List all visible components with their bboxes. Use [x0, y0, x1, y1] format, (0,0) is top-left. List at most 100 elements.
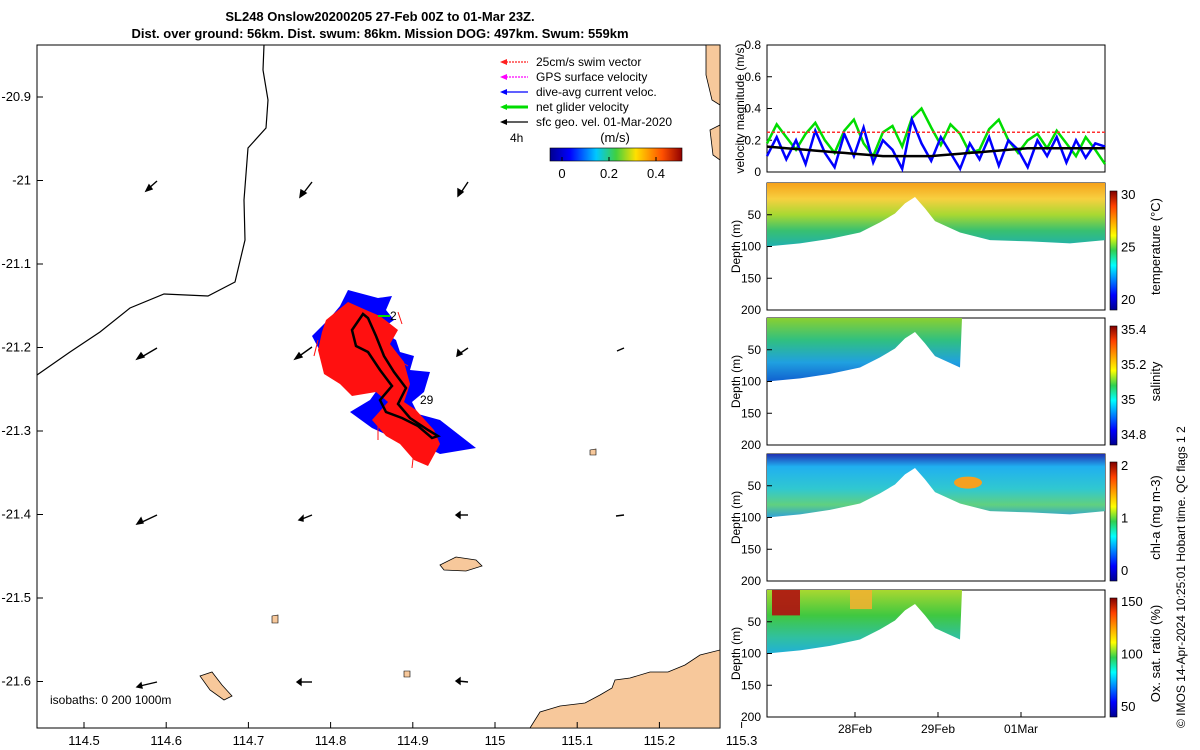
section-y-tick-label: 100: [741, 511, 761, 525]
map-x-tick-label: 114.7: [233, 733, 265, 748]
colorbar-label: temperature (°C): [1148, 198, 1163, 295]
legend-label: 25cm/s swim vector: [536, 55, 641, 69]
section-y-tick-label: 150: [741, 542, 761, 556]
map-x-tick-label: 115.2: [644, 733, 676, 748]
map-x-tick-label: 114.8: [315, 733, 347, 748]
section-y-label: Depth (m): [729, 627, 743, 680]
section-colorbar: [1109, 190, 1118, 311]
section-y-tick-label: 150: [741, 271, 761, 285]
title-line-2: Dist. over ground: 56km. Dist. swum: 86k…: [131, 26, 629, 41]
section-panel: 50 100 150 200 Depth (m) 20 25 30 temperature (°…: [729, 182, 1163, 317]
map-colorbar-ticks: 0 0.2 0.4: [558, 157, 665, 181]
island-center: [439, 556, 483, 572]
time-step-label: 4h: [510, 131, 523, 145]
map-colorbar-tick-label: 0: [558, 166, 565, 181]
map-y-tick-label: -21: [12, 173, 31, 188]
map-colorbar: [549, 147, 683, 162]
legend-label: dive-avg current veloc.: [536, 85, 657, 99]
footer-credit: © IMOS 14-Apr-2024 10:25:01 Hobart time.…: [1174, 426, 1188, 728]
colorbar-tick-label: 35.4: [1121, 322, 1146, 337]
section-y-label: Depth (m): [729, 491, 743, 544]
section-y-tick-label: 50: [748, 479, 762, 493]
section-data-field: [767, 454, 1105, 518]
sfc-geo-velocity-arrows: [135, 180, 625, 689]
swim-vector-spikes: [313, 311, 415, 469]
map-colorbar-tick-label: 0.4: [647, 166, 665, 181]
map-x-axis: 114.5 114.6 114.7 114.8 114.9 115 115.1 115.2 11…: [68, 722, 757, 748]
velocity-y-tick-label: 0: [754, 165, 761, 179]
coastline: [37, 45, 269, 376]
island-sw: [199, 671, 233, 701]
colorbar-tick-label: 20: [1121, 292, 1135, 307]
colorbar-tick-label: 150: [1121, 594, 1143, 609]
velocity-y-tick-label: 0.6: [744, 70, 761, 84]
colorbar-label: salinity: [1148, 361, 1163, 401]
section-y-tick-label: 100: [741, 375, 761, 389]
section-y-tick-label: 50: [748, 208, 762, 222]
section-y-tick-label: 50: [748, 343, 762, 357]
section-y-tick-label: 100: [741, 647, 761, 661]
section-colorbar: [1109, 461, 1118, 582]
title-line-1: SL248 Onslow20200205 27-Feb 00Z to 01-Ma…: [225, 9, 535, 24]
velocity-y-tick-label: 0.8: [744, 38, 761, 52]
figure-title: SL248 Onslow20200205 27-Feb 00Z to 01-Ma…: [20, 8, 740, 42]
section-x-tick-label: 28Feb: [838, 722, 872, 736]
map-colorbar-tick-label: 0.2: [600, 166, 618, 181]
velocity-y-tick-label: 0.2: [744, 133, 761, 147]
legend-arrowhead: [500, 59, 507, 65]
legend-label: GPS surface velocity: [536, 70, 647, 84]
section-y-tick-label: 200: [741, 574, 761, 588]
section-y-tick-label: 100: [741, 240, 761, 254]
colorbar-tick-label: 2: [1121, 458, 1128, 473]
colorbar-tick-label: 30: [1121, 187, 1135, 202]
map-y-tick-label: -21.1: [1, 256, 31, 271]
velocity-series-line: [766, 145, 1105, 158]
section-data-field: [767, 318, 962, 382]
glider-track-map: 2 29 isobaths: 0 200 1000m 114.5 114.6 114…: [1, 44, 757, 748]
colorbar-tick-label: 34.8: [1121, 427, 1146, 442]
section-x-tick-label: 01Mar: [1004, 722, 1038, 736]
map-y-tick-label: -21.2: [1, 340, 31, 355]
legend-label: net glider velocity: [536, 100, 629, 114]
section-panel: 50 100 150 200 Depth (m) 50 100 150 Ox. sat. rat…: [729, 589, 1163, 736]
track-start-label: 2: [390, 309, 397, 323]
colorbar-tick-label: 35.2: [1121, 357, 1146, 372]
map-y-tick-label: -20.9: [1, 89, 31, 104]
map-y-tick-label: -21.4: [1, 507, 31, 522]
oxygen-high-patch: [772, 590, 800, 616]
island-ne2: [709, 124, 720, 161]
legend-arrowhead: [500, 104, 507, 110]
colorbar-tick-label: 35: [1121, 392, 1135, 407]
velocity-axes: [766, 44, 1106, 173]
mainland-se: [529, 649, 720, 728]
track-end-label: 29: [420, 393, 434, 407]
section-y-tick-label: 200: [741, 303, 761, 317]
legend-label: sfc geo. vel. 01-Mar-2020: [536, 115, 672, 129]
net-glider-track: [350, 312, 441, 440]
oxygen-mid-patch: [850, 590, 872, 610]
colorbar-label: Ox. sat. ratio (%): [1148, 605, 1163, 703]
map-x-tick-label: 115.1: [561, 733, 593, 748]
islet-1: [589, 448, 597, 456]
colorbar-label: chl-a (mg m-3): [1148, 475, 1163, 560]
map-y-tick-label: -21.5: [1, 590, 31, 605]
islet-2: [271, 614, 279, 624]
colorbar-tick-label: 25: [1121, 240, 1135, 255]
section-y-tick-label: 150: [741, 406, 761, 420]
islet-3: [403, 670, 411, 678]
section-y-tick-label: 50: [748, 615, 762, 629]
velocity-y-tick-label: 0.4: [744, 102, 761, 116]
colorbar-tick-label: 0: [1121, 563, 1128, 578]
map-y-axis: -20.9 -21 -21.1 -21.2 -21.3 -21.4 -21.5 -21.6: [1, 89, 43, 689]
map-x-tick-label: 114.6: [150, 733, 182, 748]
colorbar-tick-label: 1: [1121, 511, 1128, 526]
map-y-tick-label: -21.6: [1, 674, 31, 689]
colorbar-tick-label: 100: [1121, 647, 1143, 662]
velocity-series-line: [765, 115, 1106, 173]
section-y-tick-label: 200: [741, 438, 761, 452]
isobaths-label: isobaths: 0 200 1000m: [50, 693, 171, 707]
